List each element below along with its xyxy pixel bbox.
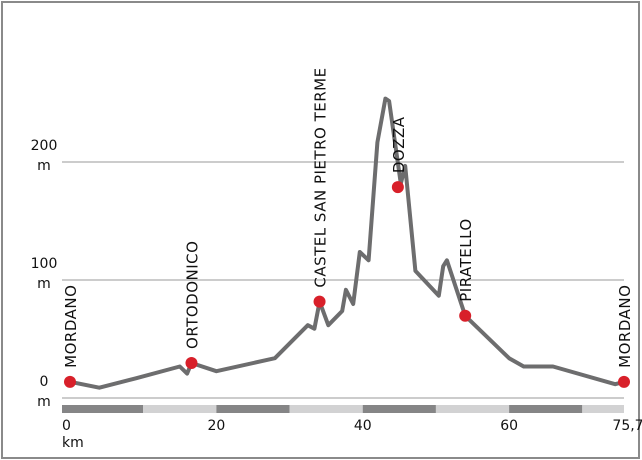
km-scale-bar [62,405,624,413]
y-tick-label: 200 [31,138,58,154]
x-unit-label: km [62,435,84,451]
grid-layer [62,161,624,399]
km-scale-band [62,405,144,413]
x-tick-label: 75,7 [612,418,642,434]
km-scale-band [143,405,217,413]
place-point [313,295,326,308]
place-point [64,375,76,388]
km-scale-band [216,405,290,413]
place-label: ORTODONICO [183,241,201,349]
place-points [64,181,630,388]
place-label: CASTEL SAN PIETRO TERME [312,67,330,287]
y-tick-unit: m [37,276,51,292]
place-point [618,375,630,388]
y-tick-unit: m [37,394,51,410]
place-point [185,356,198,369]
y-tick-label: 100 [31,256,58,272]
km-scale-band [362,405,436,413]
y-tick-unit: m [37,158,51,174]
place-point [391,181,404,194]
x-tick-label: 20 [207,418,225,434]
x-tick-label: 40 [354,418,372,434]
km-scale-band [582,405,624,413]
y-tick-label: 0 [40,374,49,390]
place-label: MORDANO [616,285,634,368]
x-tick-label: 0 [62,418,71,434]
km-scale-band [509,405,583,413]
km-scale-band [289,405,363,413]
x-tick-label: 60 [500,418,518,434]
place-label: MORDANO [62,285,80,368]
place-label: PIRATELLO [457,218,475,302]
km-scale-band [435,405,510,413]
place-label: DOZZA [390,116,408,173]
place-point [459,309,472,322]
